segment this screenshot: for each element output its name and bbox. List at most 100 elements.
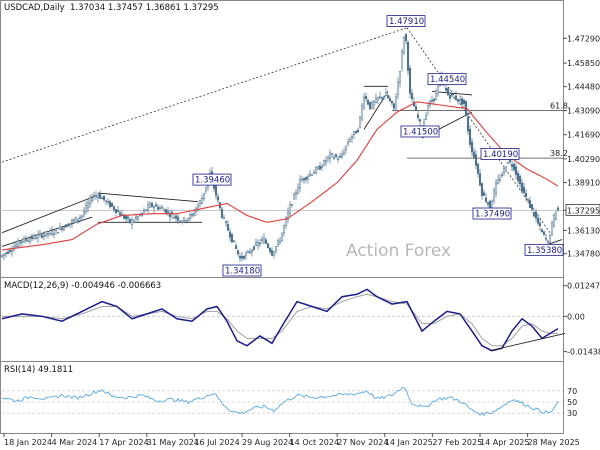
candle-body	[554, 211, 558, 220]
candle-body	[14, 244, 18, 248]
candle-body	[332, 157, 336, 159]
candle-body	[304, 177, 308, 180]
price-label-box	[472, 207, 512, 220]
candle-body	[38, 233, 42, 235]
candle-body	[410, 92, 414, 99]
candle-body	[182, 217, 186, 221]
candle-body	[286, 211, 290, 220]
x-tick-label: 31 May 2024	[147, 438, 199, 447]
candle-body	[168, 214, 172, 217]
candle-body	[498, 178, 502, 181]
price-label-text: 1.44540	[430, 75, 465, 85]
candle-body	[456, 99, 460, 102]
candle-body	[18, 241, 22, 244]
candle-body	[460, 98, 464, 105]
x-tick-label: 29 Aug 2024	[242, 438, 293, 447]
price-y-tick-label: 1.47290	[567, 34, 600, 43]
candle-body	[346, 142, 350, 145]
price-label-text: 1.40190	[483, 150, 518, 160]
candle-body	[388, 98, 392, 102]
candle-body	[294, 192, 298, 196]
candle-body	[156, 206, 160, 210]
candle-body	[82, 211, 86, 215]
candle-body	[408, 67, 412, 94]
candle-body	[496, 179, 500, 184]
candle-body	[414, 106, 418, 111]
candle-body	[376, 97, 380, 100]
candle-body	[204, 186, 208, 192]
candle-body	[556, 207, 560, 211]
candle-body	[398, 71, 402, 83]
candle-body	[416, 114, 420, 118]
candle-body	[240, 255, 244, 259]
rsi-panel-title: RSI(14) 49.1811	[4, 365, 73, 375]
candle-body	[322, 160, 326, 166]
candle-body	[238, 255, 242, 259]
price-label-text: 1.37490	[475, 210, 510, 220]
candle-body	[236, 250, 240, 255]
candle-body	[54, 228, 58, 231]
candle-body	[48, 230, 52, 234]
candle-body	[402, 37, 406, 54]
candle-body	[360, 105, 364, 120]
price-label-box	[480, 148, 520, 160]
price-panel-title: USDCAD,Daily	[4, 3, 65, 13]
candle-body	[96, 195, 100, 198]
candle-body	[242, 255, 246, 259]
price-y-tick-label: 1.43090	[567, 107, 600, 116]
candle-body	[178, 220, 182, 222]
candle-body	[300, 179, 304, 182]
candle-body	[92, 195, 96, 197]
candle-body	[446, 88, 450, 96]
candle-body	[368, 102, 372, 110]
candle-body	[502, 167, 506, 174]
candle-body	[538, 222, 542, 227]
candle-body	[142, 209, 146, 212]
candle-body	[58, 226, 62, 230]
price-y-tick-label: 1.45850	[567, 59, 600, 68]
candle-body	[150, 202, 154, 207]
candle-body	[60, 228, 64, 231]
candle-body	[88, 197, 92, 205]
price-label-box	[400, 125, 440, 138]
candle-body	[370, 102, 374, 109]
candle-body	[130, 219, 134, 225]
price-label-box	[524, 243, 564, 256]
candle-body	[426, 105, 430, 112]
candle-body	[0, 254, 4, 258]
candle-body	[222, 217, 226, 219]
candle-body	[344, 145, 348, 150]
candle-body	[352, 131, 356, 135]
candle-body	[266, 243, 270, 248]
price-label-box	[386, 15, 426, 28]
candle-body	[494, 181, 498, 194]
candle-body	[186, 218, 190, 221]
last-price-box	[565, 203, 600, 216]
candle-body	[282, 225, 286, 233]
candle-body	[214, 185, 218, 196]
candle-body	[404, 33, 408, 41]
candle-body	[348, 138, 352, 142]
candle-body	[52, 233, 56, 235]
candle-body	[514, 166, 518, 175]
candle-body	[132, 220, 136, 223]
candle-body	[542, 231, 546, 235]
fib-level-label: 38.2	[550, 149, 568, 158]
price-label-box	[192, 173, 232, 186]
candle-body	[448, 95, 452, 99]
candle-body	[306, 176, 310, 180]
candle-body	[430, 100, 434, 102]
candle-body	[340, 154, 344, 158]
candle-body	[84, 205, 88, 213]
candle-body	[356, 129, 360, 133]
candle-body	[462, 99, 466, 104]
candle-body	[102, 195, 106, 201]
candle-body	[524, 193, 528, 197]
candle-body	[152, 206, 156, 209]
candle-body	[100, 197, 104, 200]
candle-body	[106, 201, 110, 203]
candle-body	[486, 202, 490, 205]
candle-body	[98, 193, 102, 199]
